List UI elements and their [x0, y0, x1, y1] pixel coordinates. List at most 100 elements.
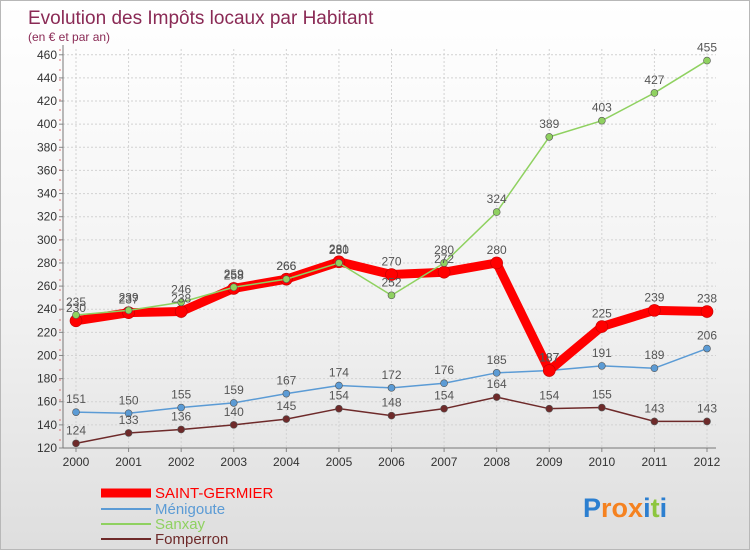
- data-label-fomperron: 155: [592, 388, 612, 402]
- x-tick-label: 2005: [326, 455, 353, 469]
- data-point-saint-germier: [437, 265, 451, 279]
- data-point-saint-germier: [595, 320, 609, 333]
- data-point-fomperron: [492, 393, 501, 401]
- data-label-sanxay: 235: [66, 295, 86, 309]
- axes: [59, 45, 716, 452]
- data-label-sanxay: 280: [434, 243, 454, 257]
- data-label-saint-germier: 225: [592, 307, 612, 321]
- x-tick-label: 2010: [588, 455, 615, 469]
- data-point-m-nigoute: [72, 408, 80, 416]
- x-tick-label: 2004: [273, 455, 300, 469]
- data-label-m-nigoute: 189: [644, 348, 664, 362]
- data-label-m-nigoute: 187: [539, 351, 559, 365]
- data-point-m-nigoute: [650, 364, 659, 373]
- data-label-saint-germier: 270: [381, 255, 401, 269]
- y-tick-label: 280: [37, 256, 57, 270]
- data-point-m-nigoute: [598, 362, 606, 370]
- data-label-saint-germier: 237: [119, 293, 139, 307]
- data-point-saint-germier: [542, 364, 556, 377]
- data-label-saint-germier: 266: [276, 259, 296, 273]
- y-tick-label: 360: [37, 163, 57, 177]
- data-point-m-nigoute: [229, 399, 238, 407]
- x-tick-label: 2000: [63, 455, 90, 469]
- data-label-m-nigoute: 191: [592, 346, 612, 360]
- data-point-sanxay: [440, 259, 448, 267]
- data-label-sanxay: 252: [381, 275, 401, 289]
- y-tick-label: 300: [37, 233, 57, 247]
- data-label-fomperron: 154: [539, 389, 559, 403]
- data-label-sanxay: 259: [224, 267, 244, 281]
- data-label-sanxay: 389: [539, 117, 559, 131]
- data-point-sanxay: [387, 291, 396, 300]
- data-label-fomperron: 148: [381, 396, 401, 410]
- data-label-m-nigoute: 150: [119, 393, 139, 407]
- data-label-saint-germier: 258: [224, 268, 244, 282]
- data-point-saint-germier: [700, 305, 714, 318]
- data-label-fomperron: 154: [329, 389, 349, 403]
- data-point-sanxay: [492, 208, 501, 216]
- data-point-sanxay: [229, 283, 238, 292]
- x-tick-label: 2001: [115, 455, 142, 469]
- x-tick-label: 2007: [431, 455, 458, 469]
- data-point-m-nigoute: [282, 389, 291, 398]
- data-point-fomperron: [440, 404, 448, 413]
- data-label-m-nigoute: 159: [224, 383, 244, 397]
- data-label-fomperron: 143: [644, 401, 664, 415]
- data-point-fomperron: [650, 417, 659, 426]
- data-label-m-nigoute: 206: [697, 329, 717, 343]
- x-tick-label: 2012: [694, 455, 721, 469]
- x-tick-label: 2009: [536, 455, 563, 469]
- x-tick-label: 2006: [378, 455, 405, 469]
- data-point-sanxay: [282, 275, 291, 283]
- data-label-sanxay: 403: [592, 101, 612, 115]
- y-tick-label: 200: [37, 348, 57, 362]
- data-label-saint-germier: 187: [539, 351, 559, 365]
- data-label-sanxay: 324: [487, 192, 507, 206]
- data-label-fomperron: 143: [697, 401, 717, 415]
- data-point-m-nigoute: [177, 403, 185, 412]
- y-tick-label: 340: [37, 187, 57, 201]
- y-tick-label: 220: [37, 325, 57, 339]
- data-label-fomperron: 164: [487, 377, 507, 391]
- data-label-saint-germier: 239: [644, 290, 664, 304]
- y-tick-label: 260: [37, 279, 57, 293]
- y-tick-label: 460: [37, 48, 57, 62]
- data-point-sanxay: [545, 133, 554, 141]
- proxiti-logo: Proxiti: [583, 493, 667, 523]
- data-label-sanxay: 455: [697, 41, 717, 55]
- data-label-sanxay: 246: [171, 282, 191, 296]
- data-label-fomperron: 145: [276, 399, 296, 413]
- data-point-fomperron: [282, 415, 291, 423]
- data-point-m-nigoute: [703, 344, 711, 353]
- data-label-m-nigoute: 167: [276, 374, 296, 388]
- data-label-saint-germier: 272: [434, 252, 454, 266]
- data-point-m-nigoute: [440, 379, 448, 388]
- y-tick-label: 380: [37, 140, 57, 154]
- data-label-sanxay: 266: [276, 259, 296, 273]
- data-label-saint-germier: 280: [487, 243, 507, 257]
- data-point-fomperron: [598, 403, 606, 412]
- x-axis-ticks: 2000 2001 2002 2003 2004 2005 2006 2007 2008 2009…: [63, 455, 721, 469]
- y-tick-label: 400: [37, 117, 57, 131]
- x-tick-label: 2011: [642, 455, 668, 469]
- y-tick-label: 420: [37, 94, 57, 108]
- x-tick-label: 2008: [483, 455, 510, 469]
- x-tick-label: 2002: [168, 455, 195, 469]
- data-point-sanxay: [177, 298, 185, 307]
- legend-label-m-nigoute: Ménigoute: [155, 501, 225, 518]
- data-label-m-nigoute: 172: [381, 368, 401, 382]
- series-lines: [69, 56, 714, 448]
- data-point-fomperron: [229, 421, 238, 429]
- y-tick-label: 160: [37, 395, 57, 409]
- y-axis-ticks: 120 140 160 180 200 220 240 260 280 300 320 340 360 3…: [37, 48, 57, 455]
- data-label-saint-germier: 230: [66, 301, 86, 315]
- data-point-saint-germier: [385, 268, 398, 281]
- data-point-sanxay: [72, 311, 80, 319]
- data-label-m-nigoute: 155: [171, 388, 191, 402]
- y-tick-label: 120: [37, 441, 57, 455]
- data-label-m-nigoute: 151: [66, 392, 86, 406]
- data-point-sanxay: [124, 306, 133, 315]
